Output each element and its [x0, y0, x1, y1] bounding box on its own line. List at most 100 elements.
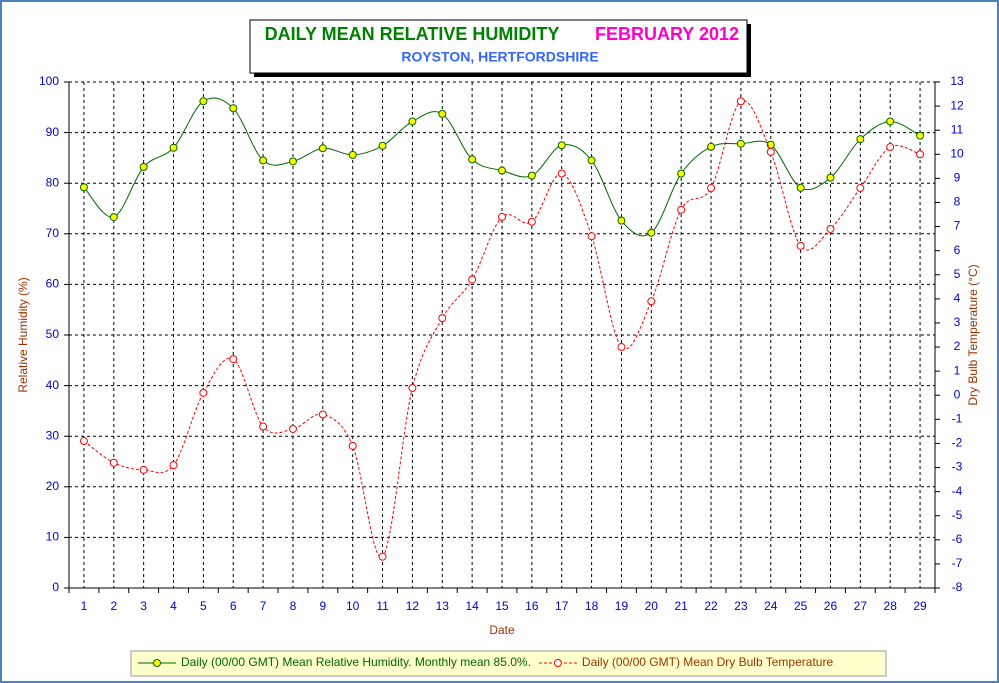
x-tick-label: 16 [525, 599, 539, 613]
marker [557, 169, 566, 178]
marker [617, 216, 626, 225]
marker [259, 156, 268, 165]
y-tick-label: 20 [46, 479, 60, 493]
y2-tick-label: 4 [954, 291, 961, 305]
marker [259, 422, 268, 431]
marker [677, 205, 686, 214]
y2-tick-label: 12 [950, 98, 964, 112]
marker [408, 117, 417, 126]
marker [707, 142, 716, 151]
marker [139, 163, 148, 172]
y-tick-label: 40 [46, 378, 60, 392]
marker [587, 156, 596, 165]
x-tick-label: 8 [290, 599, 297, 613]
y-tick-label: 60 [46, 277, 60, 291]
marker [378, 141, 387, 150]
marker [229, 104, 238, 113]
marker [438, 109, 447, 118]
marker [318, 410, 327, 419]
x-tick-label: 6 [230, 599, 237, 613]
x-tick-label: 23 [734, 599, 748, 613]
marker [408, 384, 417, 393]
title-box [249, 19, 748, 74]
marker [736, 97, 745, 106]
x-tick-label: 11 [376, 599, 389, 613]
x-tick-label: 7 [260, 599, 267, 613]
y2-tick-label: -6 [952, 532, 963, 546]
marker [229, 355, 238, 364]
marker [587, 232, 596, 241]
x-axis-title: Date [489, 623, 515, 637]
y2-tick-label: -7 [952, 556, 963, 570]
y-tick-label: 50 [46, 327, 60, 341]
y-tick-label: 70 [46, 226, 60, 240]
y-axis-title: Relative Humidity (%) [16, 277, 30, 392]
marker [199, 388, 208, 397]
marker [856, 135, 865, 144]
legend [130, 650, 887, 677]
marker [527, 217, 536, 226]
y2-tick-label: -5 [952, 508, 963, 522]
y2-tick-label: 8 [954, 195, 961, 209]
x-tick-label: 5 [200, 599, 207, 613]
y2-tick-label: -4 [952, 484, 963, 498]
x-tick-label: 19 [615, 599, 629, 613]
y2-tick-label: -3 [952, 460, 963, 474]
marker [109, 213, 118, 222]
y2-tick-label: 6 [954, 243, 961, 257]
x-tick-label: 17 [555, 599, 569, 613]
y2-tick-label: 1 [954, 363, 961, 377]
y2-tick-label: -8 [952, 580, 963, 594]
y2-tick-label: -1 [952, 412, 963, 426]
y2-tick-label: -2 [952, 436, 963, 450]
marker [916, 131, 925, 140]
marker [498, 212, 506, 221]
x-tick-label: 20 [645, 599, 659, 613]
chart-title: DAILY MEAN RELATIVE HUMIDITY [265, 24, 560, 44]
y-tick-label: 30 [46, 428, 60, 442]
marker [378, 552, 387, 561]
x-tick-label: 24 [764, 599, 778, 613]
marker [498, 166, 506, 175]
y2-tick-label: 7 [954, 219, 961, 233]
x-tick-label: 18 [585, 599, 599, 613]
x-tick-label: 26 [824, 599, 838, 613]
marker [109, 458, 118, 467]
y2-tick-label: 5 [954, 267, 961, 281]
x-tick-label: 27 [854, 599, 868, 613]
marker [647, 297, 656, 306]
marker [796, 241, 805, 250]
y-tick-label: 10 [46, 530, 60, 544]
marker [169, 461, 178, 470]
marker [557, 141, 566, 150]
chart-subtitle: ROYSTON, HERTFORDSHIRE [401, 49, 598, 65]
marker [79, 437, 88, 446]
x-tick-label: 29 [913, 599, 927, 613]
x-tick-label: 2 [110, 599, 117, 613]
x-tick-label: 28 [884, 599, 898, 613]
marker [886, 117, 895, 126]
y2-tick-label: 2 [954, 339, 961, 353]
marker [766, 147, 775, 156]
marker [647, 228, 656, 237]
x-tick-label: 12 [406, 599, 420, 613]
x-tick-label: 1 [81, 599, 88, 613]
x-tick-label: 3 [140, 599, 147, 613]
marker [79, 183, 88, 192]
marker [288, 157, 297, 166]
marker [916, 150, 925, 159]
marker [348, 441, 357, 450]
marker [826, 173, 835, 182]
marker [736, 139, 745, 148]
y2-tick-label: 3 [954, 315, 961, 329]
x-tick-label: 21 [674, 599, 688, 613]
marker [139, 465, 148, 474]
y2-tick-label: 13 [950, 74, 964, 88]
marker [826, 224, 835, 233]
x-tick-label: 22 [704, 599, 718, 613]
marker [856, 184, 865, 193]
x-tick-label: 9 [319, 599, 326, 613]
marker [438, 314, 447, 323]
